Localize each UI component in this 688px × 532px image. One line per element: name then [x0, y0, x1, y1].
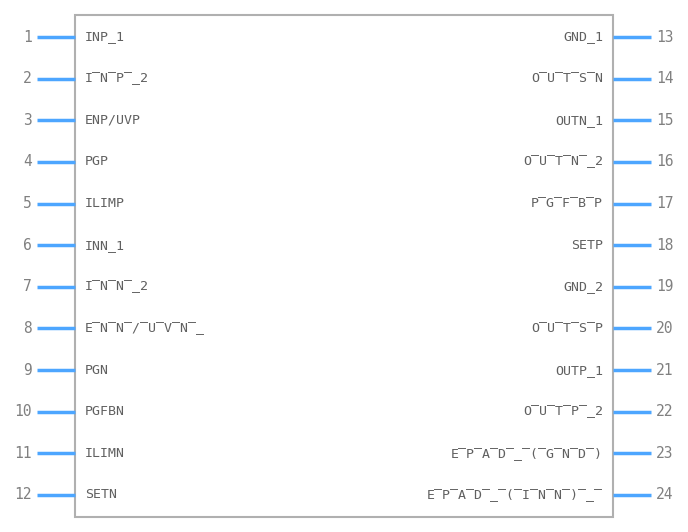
- Text: 17: 17: [656, 196, 674, 211]
- Text: E̅P̅A̅D̅_̅(̅I̅N̅N̅)̅_̅: E̅P̅A̅D̅_̅(̅I̅N̅N̅)̅_̅: [427, 488, 603, 502]
- Text: I̅N̅N̅_2: I̅N̅N̅_2: [85, 280, 149, 293]
- Text: 15: 15: [656, 113, 674, 128]
- Text: PGP: PGP: [85, 155, 109, 169]
- Text: 4: 4: [23, 154, 32, 169]
- Text: 9: 9: [23, 363, 32, 378]
- Text: 2: 2: [23, 71, 32, 86]
- Text: O̅U̅T̅S̅N: O̅U̅T̅S̅N: [531, 72, 603, 85]
- Text: 18: 18: [656, 238, 674, 253]
- Text: I̅N̅P̅_2: I̅N̅P̅_2: [85, 72, 149, 85]
- Text: GND_2: GND_2: [563, 280, 603, 293]
- Text: 1: 1: [23, 29, 32, 45]
- Text: 6: 6: [23, 238, 32, 253]
- Text: O̅U̅T̅P̅_2: O̅U̅T̅P̅_2: [523, 405, 603, 418]
- Text: OUTN_1: OUTN_1: [555, 114, 603, 127]
- Bar: [75, 15, 613, 517]
- Text: ENP/UVP: ENP/UVP: [85, 114, 141, 127]
- Text: 3: 3: [23, 113, 32, 128]
- Text: 21: 21: [656, 363, 674, 378]
- Text: 22: 22: [656, 404, 674, 419]
- Text: E̅N̅N̅/̅U̅V̅N̅_: E̅N̅N̅/̅U̅V̅N̅_: [85, 322, 205, 335]
- Text: 8: 8: [23, 321, 32, 336]
- Text: 5: 5: [23, 196, 32, 211]
- Text: ILIMP: ILIMP: [85, 197, 125, 210]
- Text: 14: 14: [656, 71, 674, 86]
- Text: GND_1: GND_1: [563, 30, 603, 44]
- Text: O̅U̅T̅S̅P: O̅U̅T̅S̅P: [531, 322, 603, 335]
- Text: INN_1: INN_1: [85, 239, 125, 252]
- Text: SETN: SETN: [85, 488, 117, 502]
- Text: O̅U̅T̅N̅_2: O̅U̅T̅N̅_2: [523, 155, 603, 169]
- Text: ILIMN: ILIMN: [85, 447, 125, 460]
- Text: OUTP_1: OUTP_1: [555, 363, 603, 377]
- Text: PGN: PGN: [85, 363, 109, 377]
- Text: SETP: SETP: [571, 239, 603, 252]
- Text: 7: 7: [23, 279, 32, 294]
- Text: PGFBN: PGFBN: [85, 405, 125, 418]
- Text: 20: 20: [656, 321, 674, 336]
- Text: P̅G̅F̅B̅P: P̅G̅F̅B̅P: [531, 197, 603, 210]
- Text: 10: 10: [14, 404, 32, 419]
- Text: 19: 19: [656, 279, 674, 294]
- Text: 24: 24: [656, 487, 674, 503]
- Text: 11: 11: [14, 446, 32, 461]
- Text: E̅P̅A̅D̅_̅(̅G̅N̅D̅): E̅P̅A̅D̅_̅(̅G̅N̅D̅): [451, 447, 603, 460]
- Text: 12: 12: [14, 487, 32, 503]
- Text: 16: 16: [656, 154, 674, 169]
- Text: 23: 23: [656, 446, 674, 461]
- Text: 13: 13: [656, 29, 674, 45]
- Text: INP_1: INP_1: [85, 30, 125, 44]
